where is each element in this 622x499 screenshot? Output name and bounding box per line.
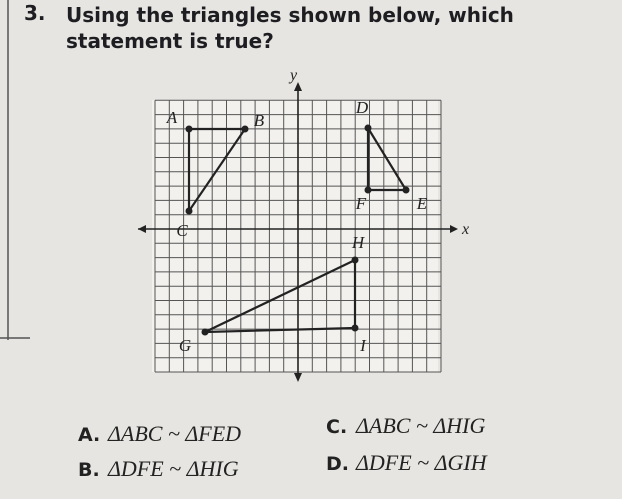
- arrow: [294, 82, 302, 91]
- vertex: [402, 186, 410, 194]
- vertex: [201, 328, 209, 336]
- point-label: I: [359, 336, 367, 355]
- vertex: [351, 324, 359, 332]
- point-label: F: [355, 194, 367, 213]
- arrow: [138, 225, 146, 233]
- triangle-abc: [187, 127, 248, 215]
- triangle-dfe: [366, 124, 408, 192]
- vertex: [185, 207, 193, 215]
- choice-letter: A.: [78, 424, 100, 446]
- grid: [154, 99, 442, 373]
- vertex: [364, 124, 372, 132]
- point-label: G: [179, 336, 191, 355]
- vertex: [241, 125, 249, 133]
- choice-text: ΔABC ~ ΔFED: [107, 421, 241, 446]
- triangles: [187, 124, 408, 334]
- choice-letter: B.: [78, 459, 100, 481]
- point-label: D: [355, 98, 369, 117]
- x-axis-label: x: [461, 221, 469, 238]
- triangle-hig: [204, 258, 357, 334]
- y-axis-label: y: [288, 67, 298, 84]
- arrow: [450, 225, 458, 233]
- choice-text: ΔDFE ~ ΔGIH: [355, 450, 488, 475]
- point-label: B: [254, 111, 265, 130]
- point-label: C: [176, 221, 188, 240]
- vertex: [351, 256, 359, 264]
- choice-letter: C.: [326, 416, 347, 438]
- point-label: E: [416, 194, 428, 213]
- point-label: A: [166, 108, 178, 127]
- grid-background: [152, 100, 438, 372]
- vertex: [185, 125, 193, 133]
- question-number: 3.: [24, 1, 46, 25]
- vertex: [364, 186, 372, 194]
- choice-text: ΔABC ~ ΔHIG: [355, 413, 485, 438]
- choice-text: ΔDFE ~ ΔHIG: [107, 456, 239, 481]
- point-label: H: [351, 233, 366, 252]
- vertices: [185, 124, 410, 336]
- question-text: Using the triangles shown below, which: [66, 3, 514, 27]
- choice-letter: D.: [326, 453, 349, 475]
- question-text: statement is true?: [66, 29, 274, 53]
- arrow: [294, 373, 302, 382]
